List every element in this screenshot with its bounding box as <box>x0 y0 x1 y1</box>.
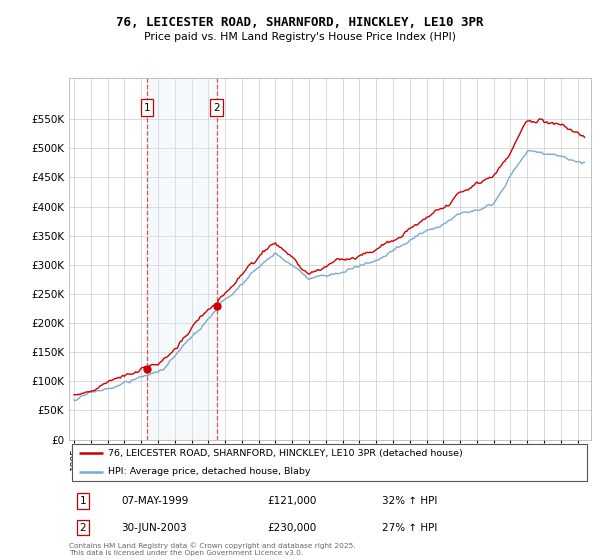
Text: Contains HM Land Registry data © Crown copyright and database right 2025.
This d: Contains HM Land Registry data © Crown c… <box>69 542 356 556</box>
Text: 76, LEICESTER ROAD, SHARNFORD, HINCKLEY, LE10 3PR: 76, LEICESTER ROAD, SHARNFORD, HINCKLEY,… <box>116 16 484 29</box>
Text: 07-MAY-1999: 07-MAY-1999 <box>121 496 188 506</box>
Text: HPI: Average price, detached house, Blaby: HPI: Average price, detached house, Blab… <box>108 468 311 477</box>
Text: 1: 1 <box>144 102 151 113</box>
Text: 2: 2 <box>79 522 86 533</box>
Bar <box>147 78 217 440</box>
Text: 1: 1 <box>79 496 86 506</box>
Text: 76, LEICESTER ROAD, SHARNFORD, HINCKLEY, LE10 3PR (detached house): 76, LEICESTER ROAD, SHARNFORD, HINCKLEY,… <box>108 449 463 458</box>
Text: 32% ↑ HPI: 32% ↑ HPI <box>382 496 437 506</box>
Text: 2: 2 <box>214 102 220 113</box>
Text: 27% ↑ HPI: 27% ↑ HPI <box>382 522 437 533</box>
Text: £121,000: £121,000 <box>268 496 317 506</box>
FancyBboxPatch shape <box>71 444 587 481</box>
Text: Price paid vs. HM Land Registry's House Price Index (HPI): Price paid vs. HM Land Registry's House … <box>144 32 456 43</box>
Text: £230,000: £230,000 <box>268 522 317 533</box>
Text: 30-JUN-2003: 30-JUN-2003 <box>121 522 187 533</box>
